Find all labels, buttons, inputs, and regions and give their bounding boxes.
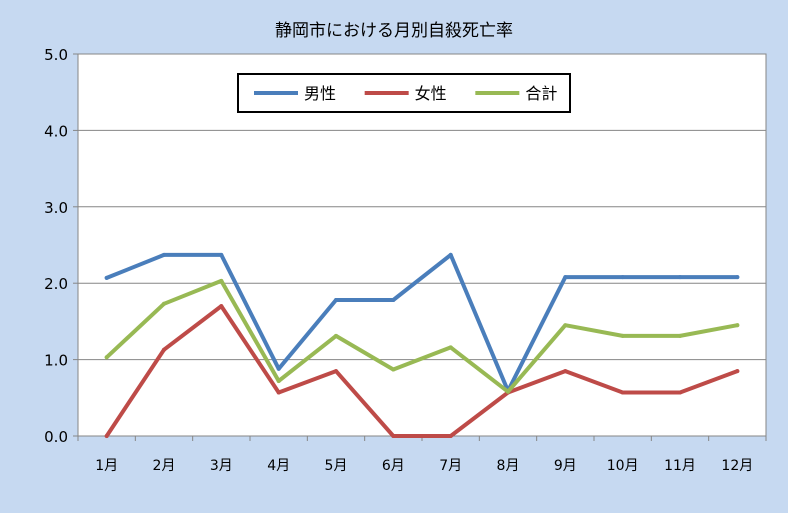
chart-title: 静岡市における月別自殺死亡率 — [275, 21, 513, 41]
x-axis-ticks: 1月 2月 3月 4月 5月 6月 7月 8月 9月 10月 11月 12月 — [77, 436, 767, 474]
data-point-1-8 — [563, 369, 568, 374]
data-point-1-9 — [620, 390, 625, 395]
x-tick-label-10: 11月 — [664, 458, 696, 474]
data-point-1-5 — [391, 434, 396, 438]
x-tick-label-3: 4月 — [267, 458, 290, 474]
data-point-2-11 — [735, 323, 740, 328]
data-point-0-8 — [563, 275, 568, 280]
data-point-2-6 — [448, 345, 453, 350]
data-point-1-11 — [735, 369, 740, 374]
data-point-2-7 — [506, 389, 510, 394]
data-point-0-6 — [448, 252, 453, 257]
data-point-0-2 — [219, 252, 224, 257]
series-lines — [104, 252, 740, 438]
x-tick-label-11: 12月 — [721, 458, 753, 474]
y-tick-label-2: 2.0 — [44, 275, 68, 293]
data-point-1-4 — [334, 369, 338, 374]
data-point-2-2 — [219, 278, 224, 283]
x-tick-label-7: 8月 — [497, 458, 520, 474]
data-point-2-10 — [678, 333, 682, 338]
data-point-1-0 — [104, 434, 109, 438]
x-tick-label-1: 2月 — [153, 458, 176, 474]
data-point-2-1 — [162, 301, 166, 306]
data-point-2-4 — [334, 333, 338, 338]
data-point-1-1 — [162, 347, 166, 352]
data-point-1-10 — [678, 390, 682, 395]
data-point-0-5 — [391, 298, 396, 302]
x-tick-label-5: 6月 — [382, 458, 405, 474]
data-point-2-8 — [563, 323, 568, 328]
data-point-0-3 — [276, 366, 281, 371]
data-point-2-9 — [620, 333, 625, 338]
legend-label-2: 合計 — [525, 84, 557, 103]
data-point-0-4 — [334, 298, 338, 302]
data-point-1-2 — [219, 304, 224, 309]
legend-label-1: 女性 — [415, 84, 447, 103]
data-point-0-1 — [162, 252, 166, 257]
legend-label-0: 男性 — [304, 84, 336, 103]
series-line-1 — [104, 304, 740, 438]
x-tick-label-2: 3月 — [210, 458, 233, 474]
y-tick-label-1: 1.0 — [44, 352, 68, 370]
data-point-1-3 — [276, 390, 281, 395]
x-tick-label-9: 10月 — [607, 458, 639, 474]
data-point-1-6 — [448, 434, 453, 438]
y-axis-ticks: 0.0 1.0 2.0 3.0 4.0 5.0 — [44, 46, 78, 446]
x-tick-label-8: 9月 — [554, 458, 577, 474]
series-line-0 — [104, 252, 740, 393]
series-line-2 — [104, 278, 740, 394]
plot-area — [77, 53, 767, 437]
data-point-2-5 — [391, 367, 396, 372]
data-point-0-0 — [104, 275, 109, 280]
x-tick-label-6: 7月 — [439, 458, 462, 474]
x-tick-label-4: 5月 — [325, 458, 348, 474]
data-point-0-10 — [678, 275, 682, 280]
legend: 男性 女性 合計 — [237, 73, 571, 113]
data-point-2-0 — [104, 355, 109, 360]
x-tick-label-0: 1月 — [95, 458, 118, 474]
y-tick-label-0: 0.0 — [44, 428, 68, 446]
y-tick-label-3: 3.0 — [44, 199, 68, 217]
y-tick-label-5: 5.0 — [44, 46, 68, 64]
data-point-0-11 — [735, 275, 740, 280]
y-tick-label-4: 4.0 — [44, 122, 68, 140]
data-point-0-9 — [620, 275, 625, 280]
data-point-2-3 — [276, 379, 281, 383]
